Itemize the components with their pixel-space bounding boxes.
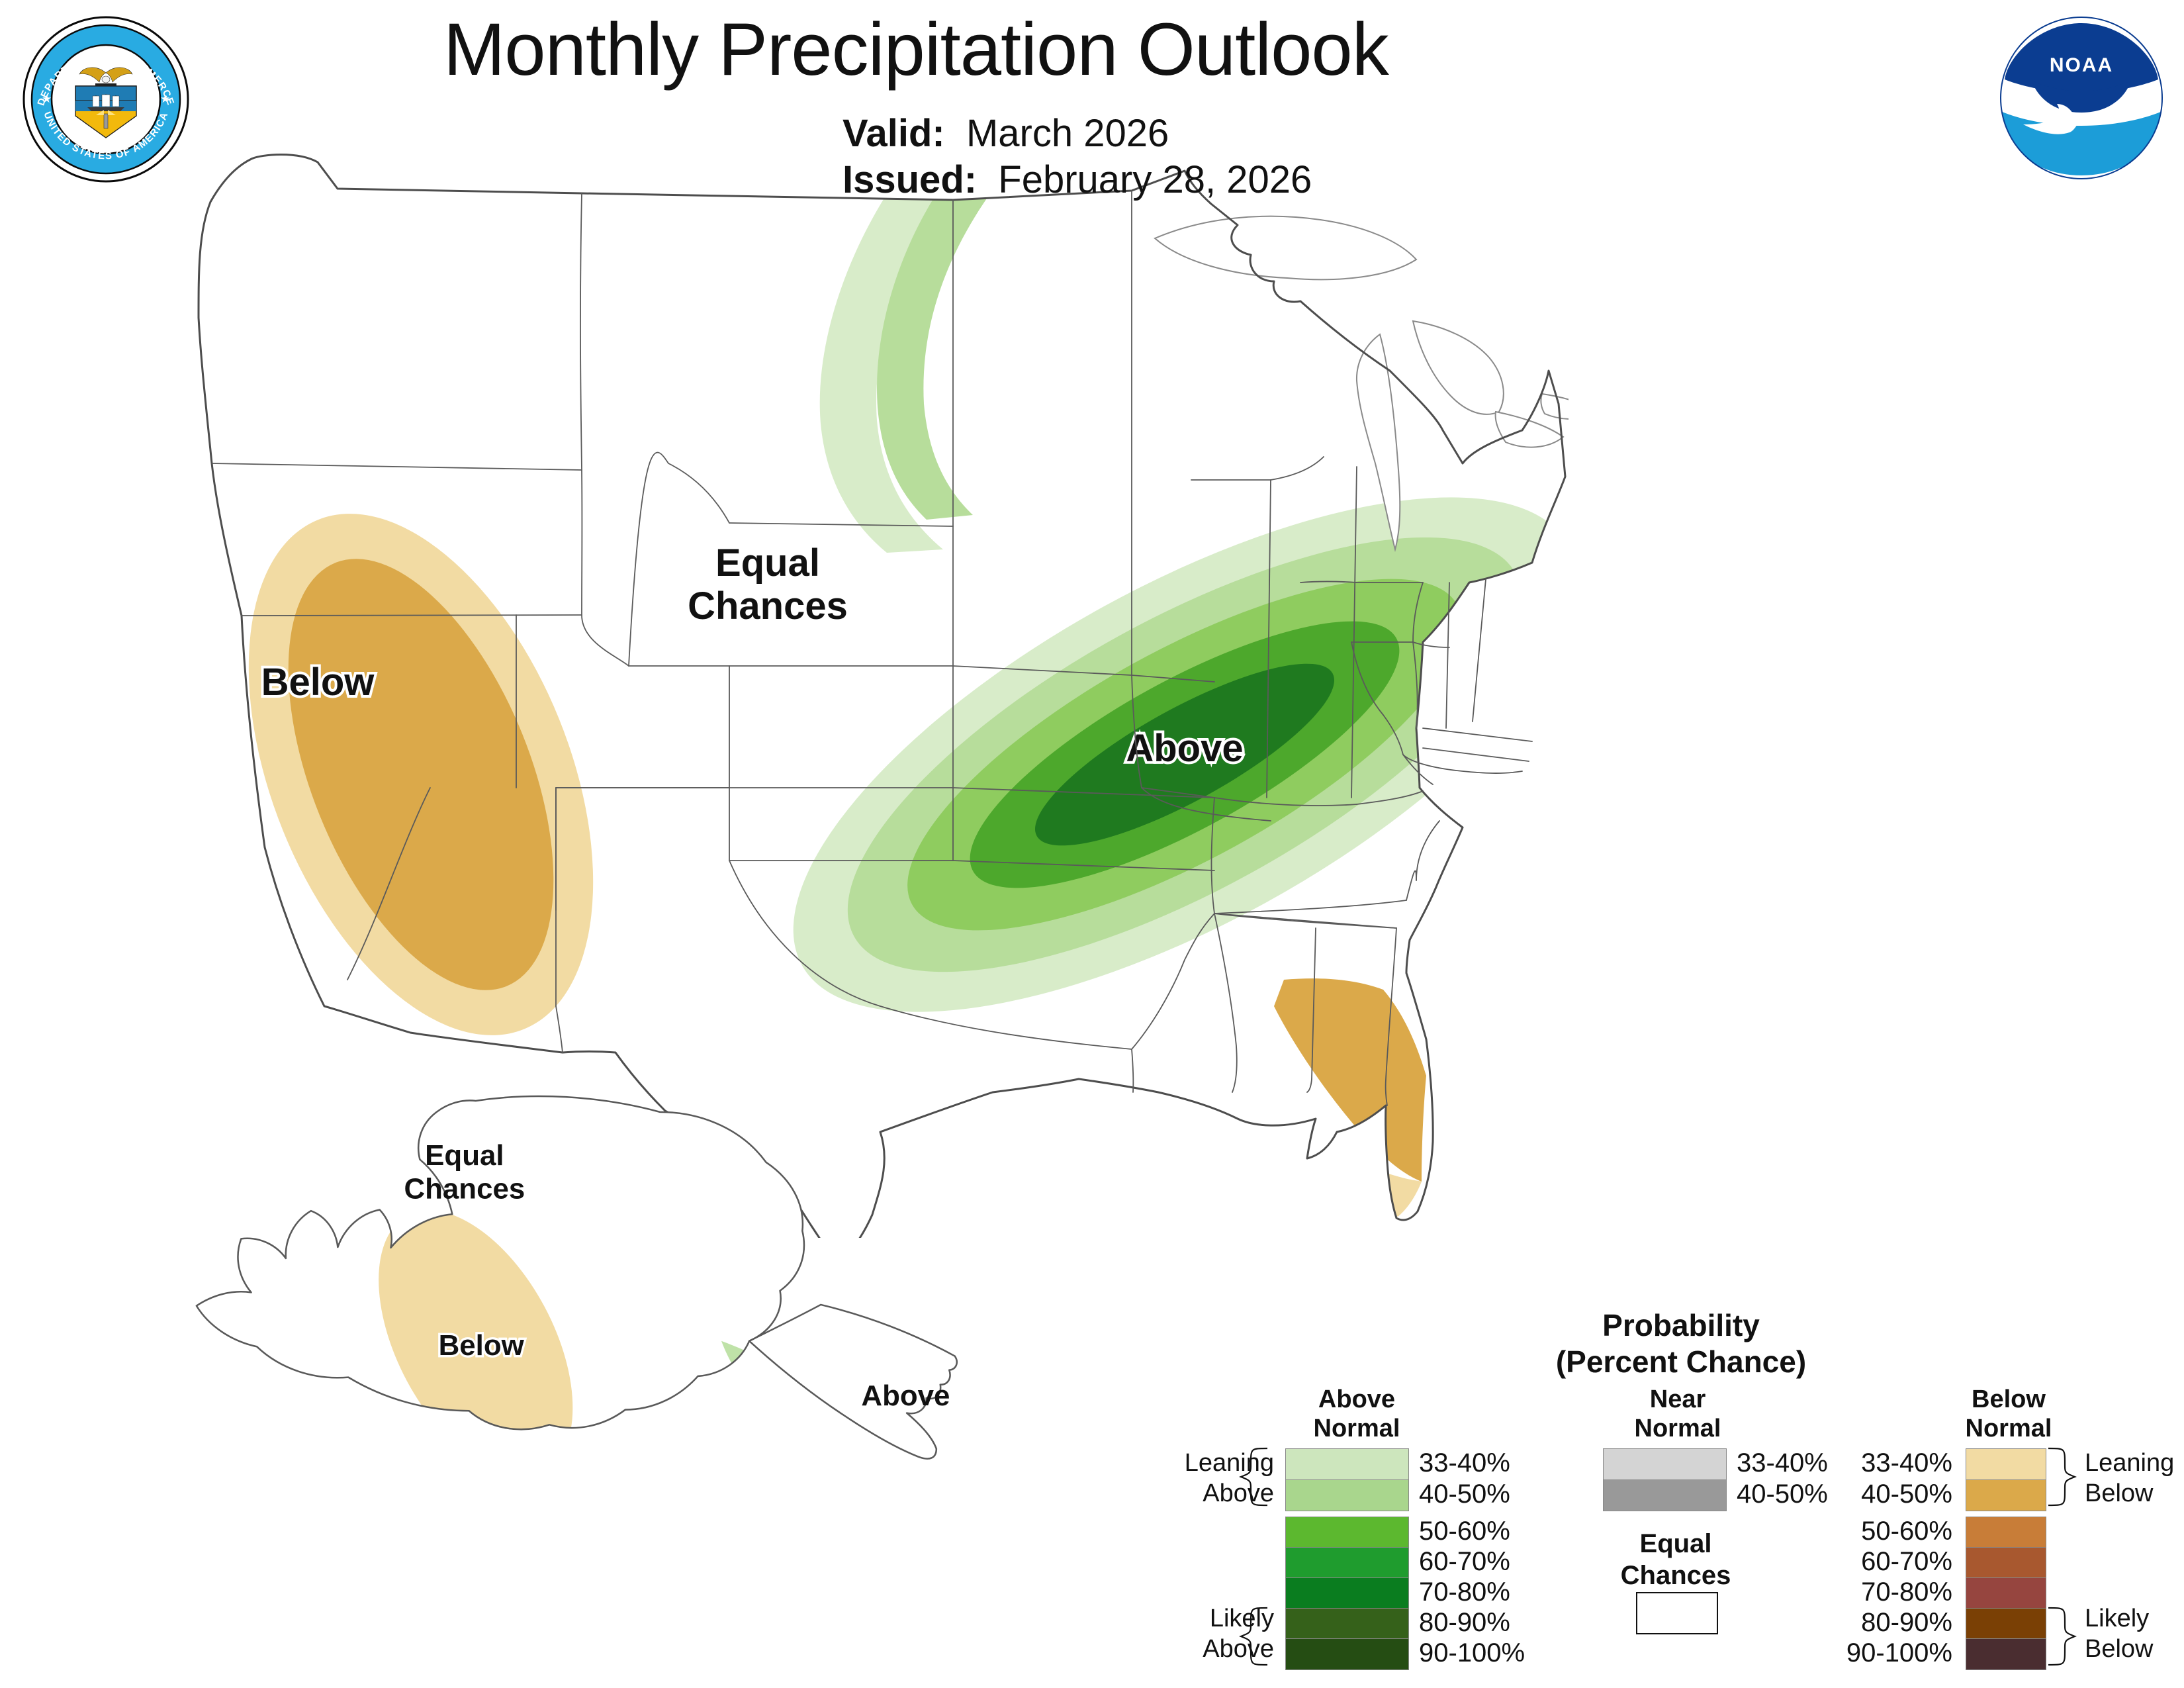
svg-text:Equal: Equal (425, 1139, 504, 1172)
svg-text:Chances: Chances (688, 585, 848, 628)
svg-text:Below: Below (439, 1329, 525, 1362)
svg-text:NOAA: NOAA (2050, 54, 2113, 76)
svg-text:Below: Below (261, 661, 375, 704)
svg-text:Above: Above (1126, 727, 1243, 770)
svg-text:Chances: Chances (404, 1173, 525, 1205)
svg-text:Equal: Equal (715, 541, 820, 585)
svg-text:★: ★ (42, 93, 52, 105)
svg-text:Above: Above (861, 1380, 950, 1412)
svg-text:★: ★ (160, 93, 170, 105)
